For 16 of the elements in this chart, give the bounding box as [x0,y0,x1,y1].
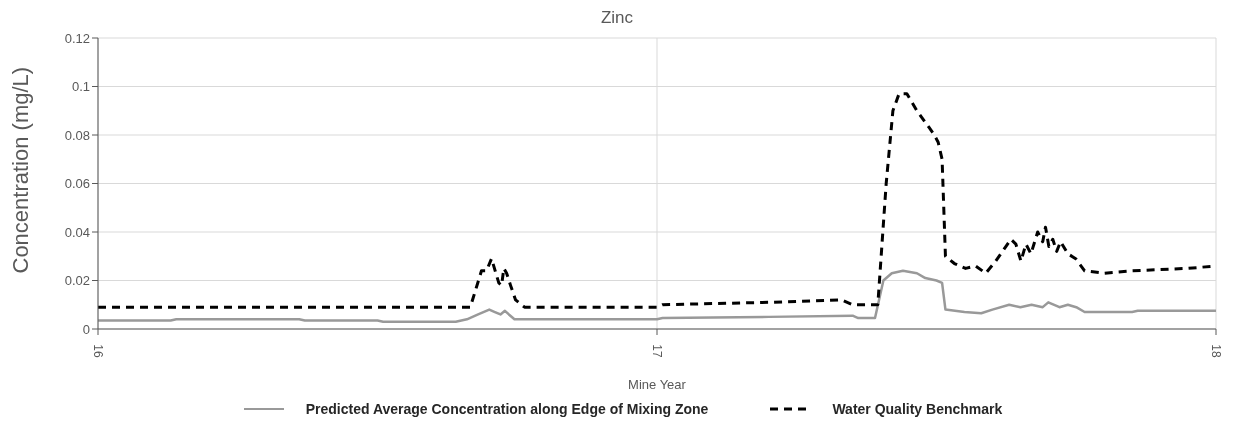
y-tick-label: 0.1 [71,79,90,95]
chart-title: Zinc [599,8,635,28]
x-tick-label: 18 [1209,344,1223,358]
y-tick-label: 0.02 [64,273,90,289]
y-axis-title: Concentration (mg/L) [7,66,33,274]
legend-label: Predicted Average Concentration along Edge of Mixing Zone [304,401,709,417]
x-axis-title: Mine Year [628,377,687,392]
y-tick-label: 0 [82,321,90,337]
y-tick-label: 0.08 [64,127,90,143]
x-tick-label: 17 [650,344,664,358]
y-tick-label: 0.04 [64,224,90,240]
legend-label: Water Quality Benchmark [831,401,1003,417]
x-tick-label: 16 [91,344,105,358]
y-tick-label: 0.12 [64,30,90,46]
line-series [98,269,1216,323]
y-tick-label: 0.06 [64,176,90,192]
